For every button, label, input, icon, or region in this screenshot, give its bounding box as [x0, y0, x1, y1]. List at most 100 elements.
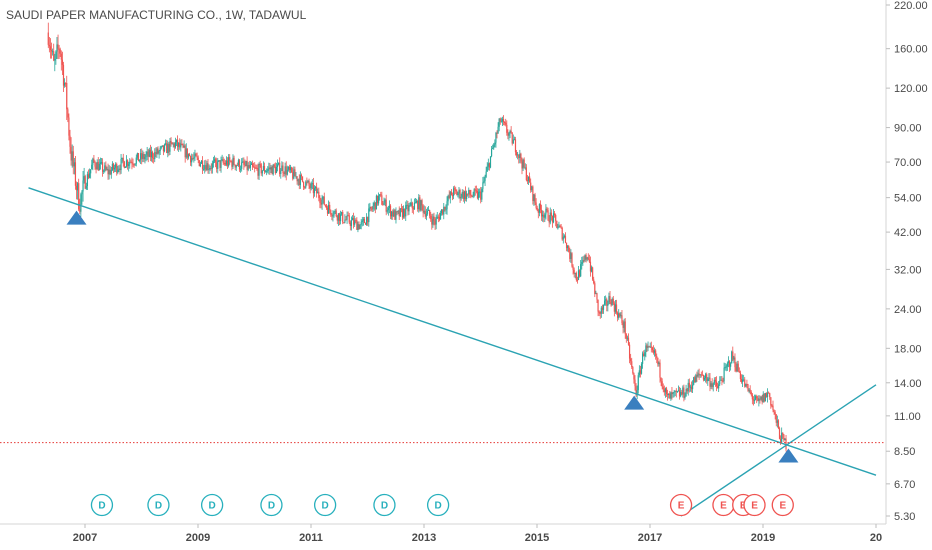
- candle: [764, 392, 766, 402]
- candle-body: [259, 163, 261, 165]
- candle: [607, 300, 609, 312]
- x-axis[interactable]: 2007 2009 2011 2013 2015 2017 2019 20: [73, 524, 882, 544]
- dividend-event[interactable]: D: [426, 493, 450, 517]
- candle: [420, 199, 422, 212]
- candle-body: [603, 300, 606, 305]
- dividend-event[interactable]: D: [147, 493, 170, 517]
- earnings-event[interactable]: E: [669, 493, 693, 517]
- candle: [244, 159, 246, 168]
- candle: [577, 266, 580, 281]
- candle-body: [608, 296, 610, 305]
- earnings-event[interactable]: E: [712, 493, 735, 517]
- candle-body: [714, 379, 717, 382]
- candle: [292, 167, 294, 181]
- candle-body: [584, 255, 586, 261]
- candle: [118, 165, 120, 173]
- candle: [212, 156, 215, 168]
- dividend-event[interactable]: D: [90, 493, 114, 517]
- dividend-event[interactable]: D: [313, 493, 337, 517]
- candle: [146, 146, 148, 161]
- y-axis[interactable]: 220.00 160.00 120.00 90.00 70.00 54.00 42.00 32…: [886, 0, 928, 523]
- event-circle: [669, 493, 693, 517]
- candle-body: [279, 162, 281, 174]
- earnings-event[interactable]: E: [743, 493, 766, 517]
- candle-body: [581, 262, 583, 265]
- pivot-triangle-icon[interactable]: [66, 210, 87, 225]
- candle: [385, 194, 387, 216]
- candle: [293, 166, 295, 180]
- candle-body: [218, 160, 220, 162]
- candle-body: [68, 117, 70, 136]
- candle: [230, 160, 232, 163]
- earnings-event[interactable]: E: [771, 493, 794, 517]
- candle-body: [326, 207, 329, 214]
- candle-body: [92, 158, 94, 165]
- candle: [171, 142, 173, 145]
- dividend-event[interactable]: D: [373, 493, 396, 517]
- candle-body: [90, 169, 92, 174]
- dividend-event[interactable]: D: [200, 493, 224, 517]
- candle-body: [756, 396, 758, 399]
- dividend-event[interactable]: D: [260, 493, 283, 517]
- candle: [423, 205, 425, 215]
- candle-body: [438, 216, 441, 220]
- event-circle: [313, 493, 337, 517]
- candle: [571, 252, 573, 268]
- candle-body: [278, 162, 280, 165]
- candle-body: [317, 191, 319, 194]
- candle-body: [530, 182, 532, 191]
- candle: [578, 269, 581, 278]
- pivot-triangle-icon[interactable]: [778, 448, 799, 463]
- candle: [494, 139, 496, 148]
- candle-body: [52, 51, 54, 53]
- candle: [150, 146, 153, 162]
- candle: [630, 353, 632, 365]
- candle: [637, 372, 639, 394]
- pivot-triangle-icon[interactable]: [624, 395, 645, 410]
- candle: [199, 161, 201, 168]
- candle: [162, 145, 165, 156]
- candle-body: [640, 363, 643, 374]
- candle-body: [366, 216, 368, 225]
- candle: [300, 173, 303, 181]
- candle: [319, 195, 321, 209]
- candle: [391, 210, 393, 220]
- candle-body: [48, 44, 50, 47]
- candle-body: [249, 164, 251, 168]
- candle: [695, 373, 697, 383]
- candle-body: [705, 374, 707, 379]
- candle-body: [312, 183, 314, 194]
- candle-body: [338, 213, 341, 222]
- candle: [690, 381, 693, 393]
- candle-body: [634, 379, 636, 387]
- candle-body: [770, 397, 772, 406]
- candle: [366, 213, 368, 226]
- candle: [313, 185, 316, 197]
- candle-body: [129, 161, 131, 165]
- candle: [291, 166, 293, 173]
- candle-body: [617, 312, 619, 318]
- candle-body: [224, 162, 226, 165]
- candle-body: [321, 199, 323, 205]
- candle-body: [280, 170, 282, 174]
- candle: [278, 162, 280, 166]
- candle-body: [93, 158, 95, 162]
- candle-body: [735, 367, 737, 372]
- candle: [122, 153, 124, 167]
- candle-body: [54, 58, 56, 61]
- candle: [749, 385, 751, 395]
- candle: [676, 390, 678, 393]
- candle-body: [444, 206, 446, 210]
- candle-body: [609, 296, 611, 303]
- candle-body: [110, 170, 112, 175]
- candle-body: [357, 224, 359, 230]
- candle-body: [359, 224, 361, 229]
- candle-body: [651, 347, 653, 350]
- candle: [261, 170, 263, 177]
- trendline-1[interactable]: [28, 187, 877, 476]
- trendline-2[interactable]: [680, 384, 877, 517]
- candle-body: [262, 166, 265, 171]
- candle: [343, 222, 345, 224]
